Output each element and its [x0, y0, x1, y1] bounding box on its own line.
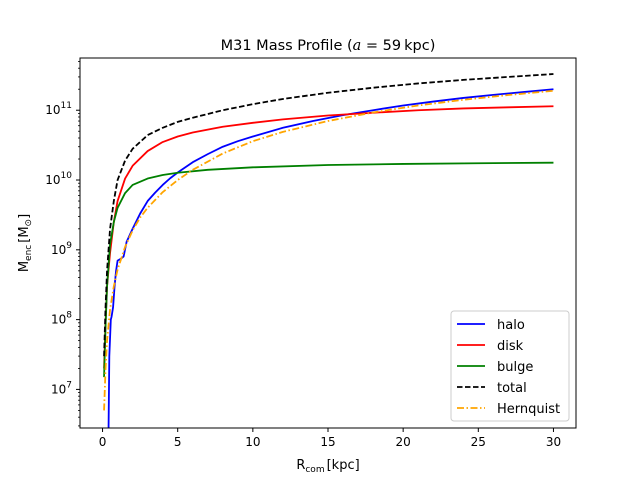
- x-tick-label: 10: [245, 435, 260, 449]
- series-layer: [103, 73, 554, 428]
- legend-label-bulge: bulge: [497, 360, 533, 375]
- x-tick-label: 15: [320, 435, 335, 449]
- y-tick-label: 1010: [45, 171, 72, 187]
- series-line-total: [103, 73, 554, 357]
- legend-label-disk: disk: [497, 339, 524, 354]
- legend: halo disk bulge total Hernquist: [450, 310, 570, 422]
- y-axis-ticks: 107 108 109 1010 1011: [45, 61, 80, 427]
- y-tick-label: 1011: [45, 101, 72, 117]
- series-line-halo: [107, 88, 554, 428]
- x-axis-label: Rcom [kpc]: [296, 458, 359, 475]
- x-tick-label: 0: [99, 435, 107, 449]
- legend-label-halo: halo: [497, 318, 525, 333]
- y-tick-label: 107: [51, 380, 72, 396]
- chart-title: M31 Mass Profile (a = 59 kpc): [221, 38, 436, 54]
- x-tick-label: 5: [174, 435, 182, 449]
- series-line-disk: [103, 105, 554, 369]
- y-tick-label: 109: [51, 241, 72, 257]
- y-axis-label: Menc[M⊙]: [17, 214, 34, 272]
- series-line-bulge: [103, 161, 554, 378]
- legend-entries: halo disk bulge total Hernquist: [457, 318, 560, 417]
- series-line-hernquist: [103, 89, 554, 411]
- x-axis-ticks: 0 5 10 15 20 25 30: [99, 428, 561, 449]
- y-tick-label: 108: [51, 311, 72, 327]
- legend-label-total: total: [497, 381, 527, 396]
- x-tick-label: 25: [471, 435, 486, 449]
- legend-box: [450, 310, 570, 422]
- x-tick-label: 20: [396, 435, 411, 449]
- x-tick-label: 30: [546, 435, 561, 449]
- legend-label-hernquist: Hernquist: [497, 402, 560, 417]
